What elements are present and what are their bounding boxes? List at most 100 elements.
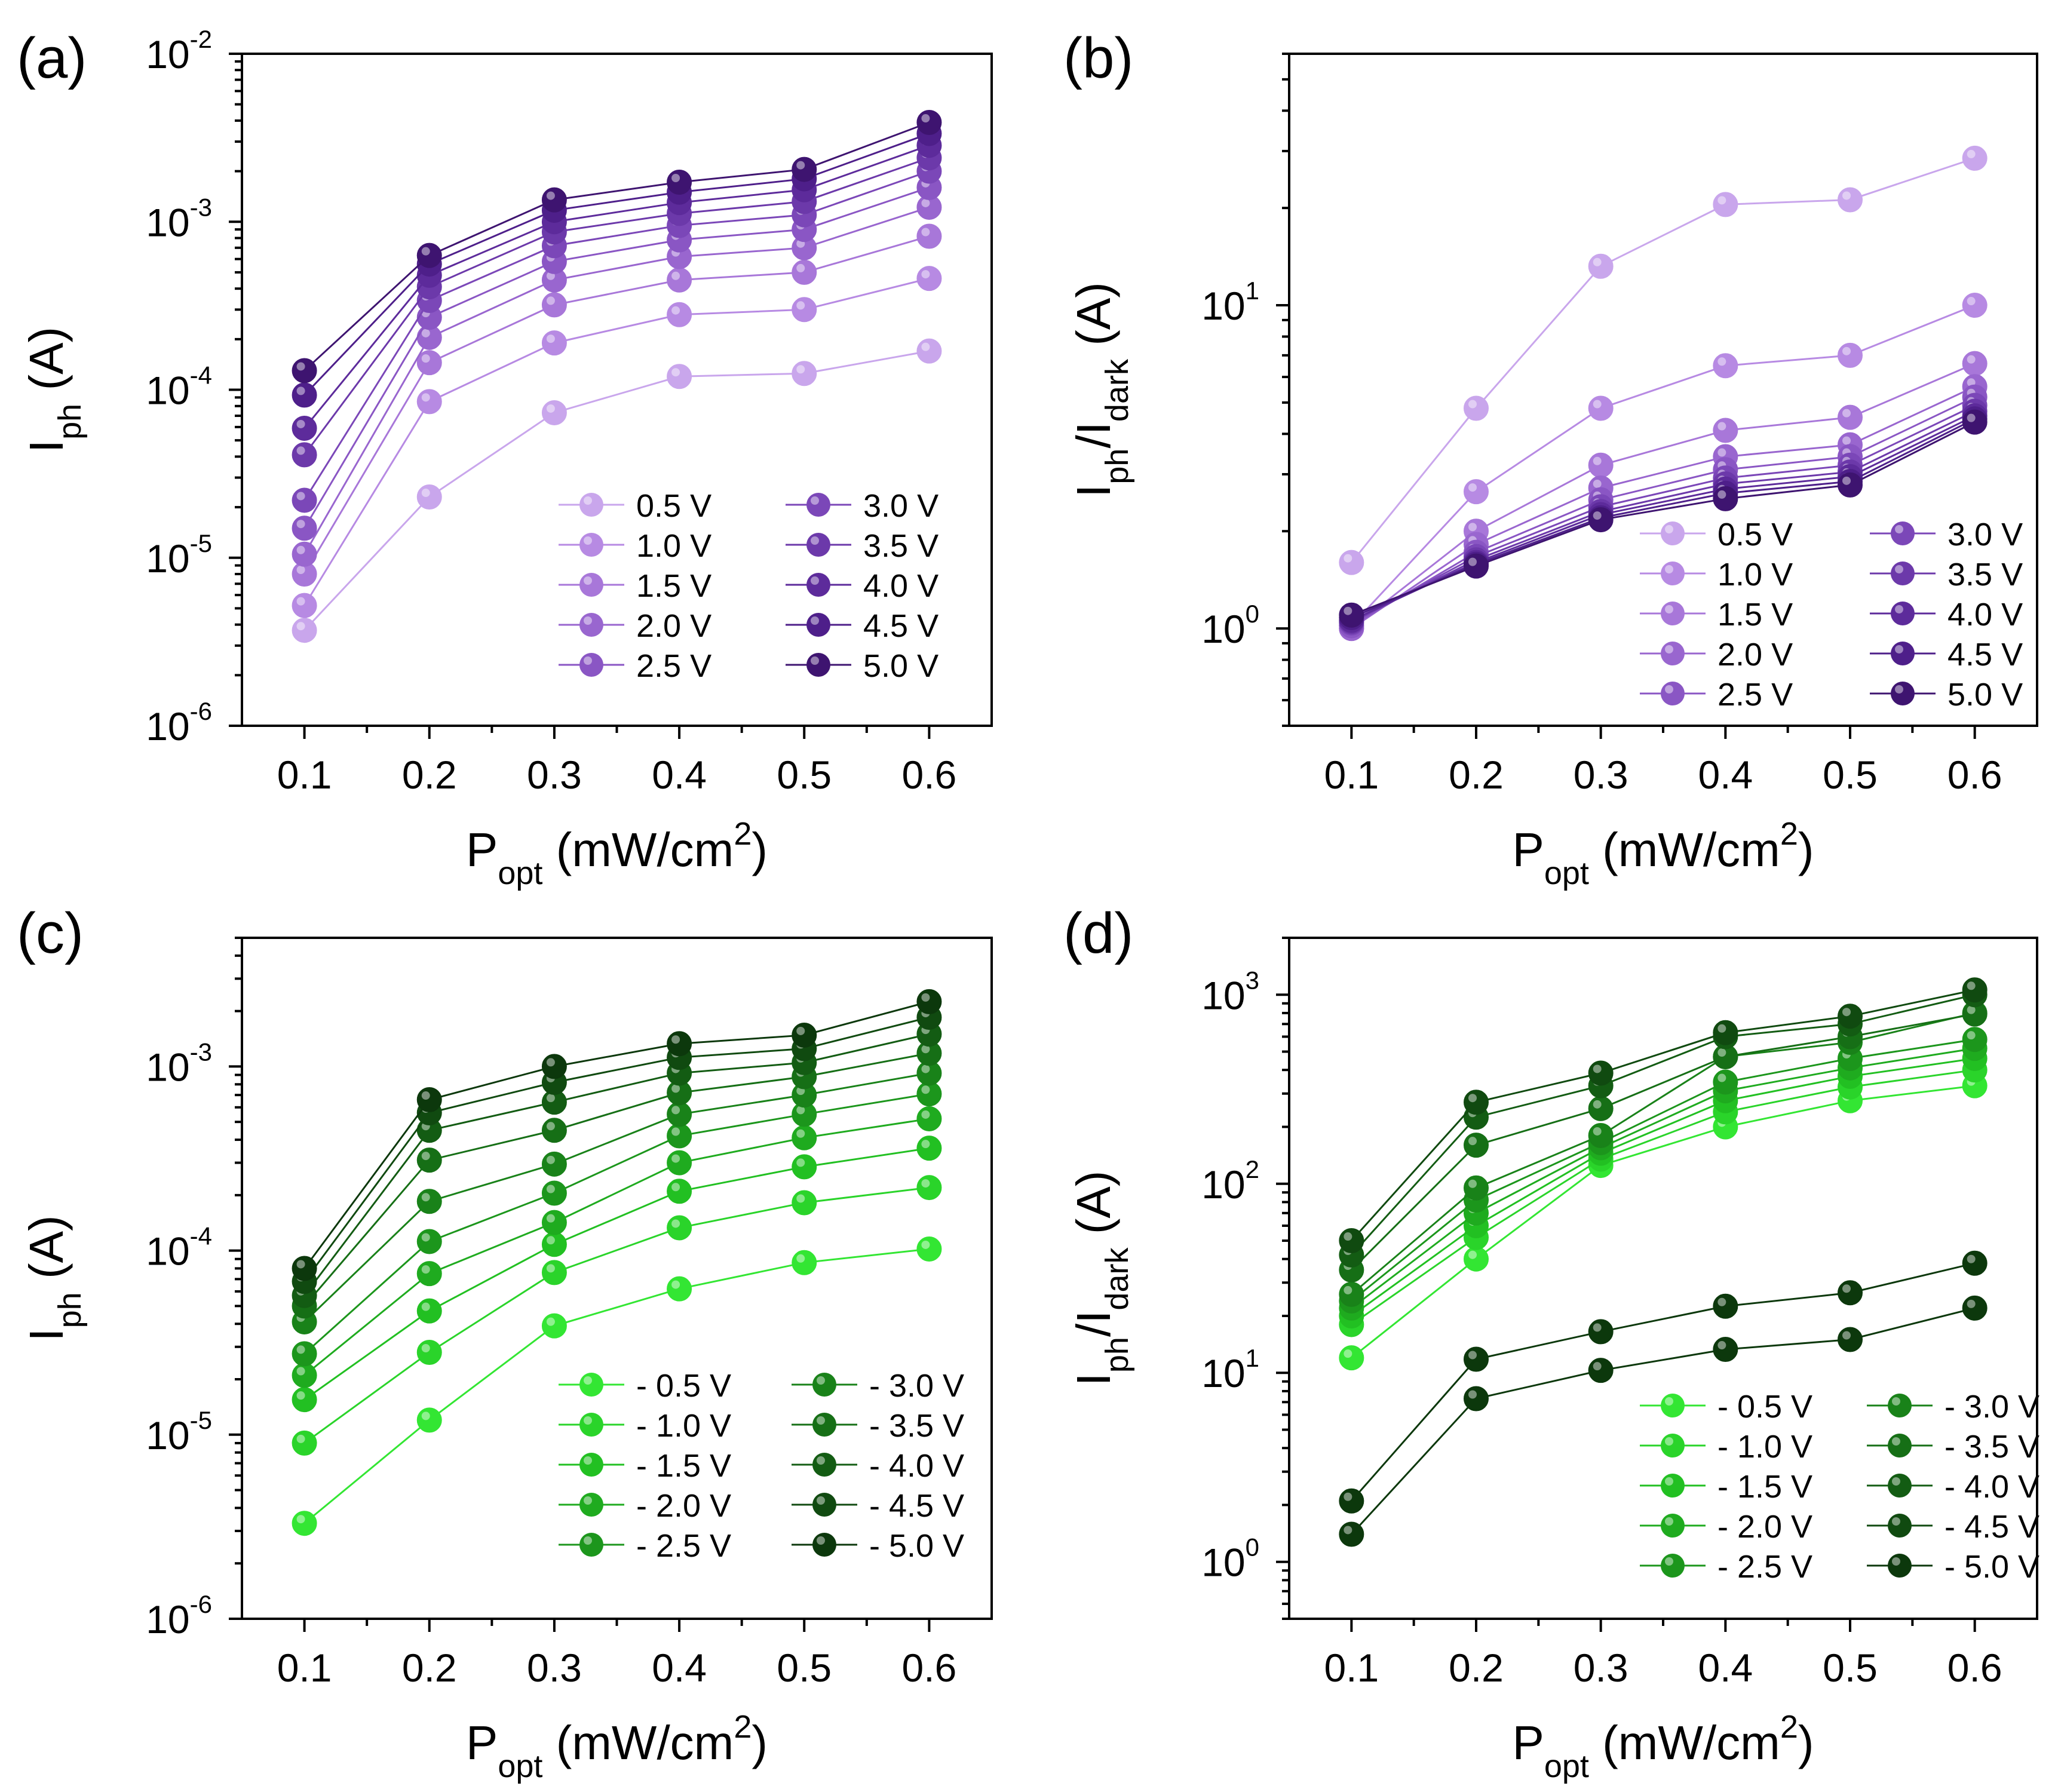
- data-point-highlight: [796, 1194, 805, 1203]
- data-point: [1838, 472, 1863, 498]
- legend-label: 1.0 V: [1717, 557, 1793, 593]
- y-tick-base: 10: [146, 1045, 189, 1089]
- data-point: [541, 1313, 567, 1339]
- legend-marker: [1661, 1474, 1685, 1498]
- legend-item: 4.5 V: [786, 608, 938, 644]
- legend-marker-highlight: [811, 616, 819, 625]
- y-axis-label: Iph/Idark (A): [1067, 1171, 1135, 1386]
- data-point-highlight: [1593, 1064, 1602, 1073]
- series-line: [303, 1186, 930, 1444]
- series-4: [292, 1081, 942, 1367]
- data-point-highlight: [1593, 479, 1602, 488]
- data-point: [1838, 1004, 1863, 1029]
- data-point: [292, 1256, 317, 1281]
- data-point-highlight: [296, 492, 305, 501]
- legend-label: - 4.5 V: [1944, 1509, 2039, 1545]
- data-point-highlight: [921, 1064, 930, 1073]
- panel-label: (a): [17, 26, 87, 90]
- series-line: [303, 1147, 930, 1401]
- y-tick-exponent: -6: [190, 697, 212, 725]
- legend-item: - 1.5 V: [559, 1448, 731, 1484]
- data-point: [1713, 1020, 1738, 1045]
- legend-item: 3.5 V: [786, 528, 938, 564]
- chart-panel-c: (c)0.1 0.2 0.3 0.4 0.5 0.610-610-510-410-3Pop…: [17, 901, 993, 1784]
- series-line: [1351, 993, 1976, 1256]
- y-label-sub: ph: [1099, 1337, 1135, 1373]
- data-point: [1962, 1250, 1988, 1276]
- legend-label: - 2.5 V: [636, 1528, 731, 1564]
- x-tick-label: 0.2: [1449, 1646, 1504, 1690]
- data-point-highlight: [1468, 557, 1477, 566]
- data-point: [1339, 1281, 1364, 1307]
- legend-marker-highlight: [817, 1456, 825, 1465]
- data-point: [1962, 351, 1988, 376]
- data-point: [1713, 418, 1738, 443]
- data-point-highlight: [1842, 409, 1851, 418]
- x-tick-label: 0.4: [1698, 753, 1753, 797]
- legend-marker-highlight: [1895, 645, 1903, 653]
- data-point: [792, 361, 817, 386]
- data-point: [916, 1136, 942, 1161]
- data-point-highlight: [546, 296, 555, 305]
- data-point-highlight: [421, 1302, 430, 1311]
- series-2: [292, 1136, 942, 1413]
- data-point-highlight: [921, 993, 930, 1002]
- data-point-highlight: [796, 1254, 805, 1263]
- legend-item: - 2.5 V: [559, 1528, 731, 1564]
- series-9: [292, 989, 942, 1281]
- data-point-highlight: [1468, 400, 1477, 409]
- legend-marker: [579, 1413, 603, 1437]
- series-line: [303, 121, 930, 372]
- x-tick-label: 0.3: [1574, 1646, 1628, 1690]
- data-point-highlight: [421, 1152, 430, 1161]
- data-point: [1713, 1293, 1738, 1319]
- y-tick-exponent: 0: [1246, 1533, 1259, 1561]
- data-point-highlight: [1717, 422, 1726, 431]
- data-point-highlight: [1593, 1100, 1602, 1109]
- legend-marker: [806, 493, 830, 517]
- y-tick-base: 10: [1201, 1162, 1245, 1207]
- data-point: [1464, 479, 1489, 505]
- legend-label: 3.0 V: [1947, 517, 2023, 553]
- legend-marker: [1888, 1434, 1912, 1457]
- series-line: [1351, 396, 1976, 627]
- y-tick-base: 10: [1201, 1541, 1245, 1585]
- x-tick-label: 0.5: [1823, 1646, 1878, 1690]
- legend-marker: [1661, 1434, 1685, 1457]
- data-point-highlight: [1967, 981, 1976, 990]
- y-tick-label: 100: [1201, 1533, 1259, 1585]
- data-point-highlight: [796, 161, 805, 170]
- data-point-highlight: [671, 306, 680, 315]
- y-axis-label: Iph/Idark (A): [1067, 282, 1135, 498]
- data-point: [792, 297, 817, 323]
- x-tick-label: 0.3: [527, 753, 582, 797]
- data-point-highlight: [1593, 1127, 1602, 1136]
- data-point-highlight: [1842, 436, 1851, 445]
- data-point-highlight: [421, 1343, 430, 1352]
- data-point: [541, 330, 567, 356]
- data-point-highlight: [1468, 1250, 1477, 1259]
- data-point: [1339, 602, 1364, 628]
- legend-label: - 3.0 V: [1944, 1389, 2039, 1425]
- x-tick-label: 0.2: [1449, 753, 1504, 797]
- x-label-unit: (mW/cm: [542, 1716, 734, 1769]
- y-tick-label: 10-6: [146, 1590, 212, 1641]
- x-label-unit: (mW/cm: [542, 823, 734, 876]
- data-point-highlight: [546, 335, 555, 343]
- legend-marker: [1661, 561, 1685, 585]
- legend-item: - 3.0 V: [792, 1368, 964, 1404]
- data-point-highlight: [296, 1260, 305, 1269]
- series-1: [1339, 1057, 1988, 1337]
- y-tick-base: 10: [146, 536, 189, 581]
- data-point-highlight: [921, 1140, 930, 1149]
- data-point-highlight: [296, 520, 305, 529]
- data-point: [416, 1261, 442, 1287]
- legend-item: - 2.0 V: [1640, 1509, 1812, 1545]
- data-point-highlight: [296, 622, 305, 631]
- series-line: [1351, 1038, 1975, 1302]
- y-tick-label: 103: [1201, 966, 1259, 1017]
- series-1: [292, 1175, 942, 1456]
- data-point: [916, 1236, 942, 1262]
- legend-item: - 3.5 V: [1867, 1429, 2039, 1465]
- series-line: [303, 1052, 930, 1307]
